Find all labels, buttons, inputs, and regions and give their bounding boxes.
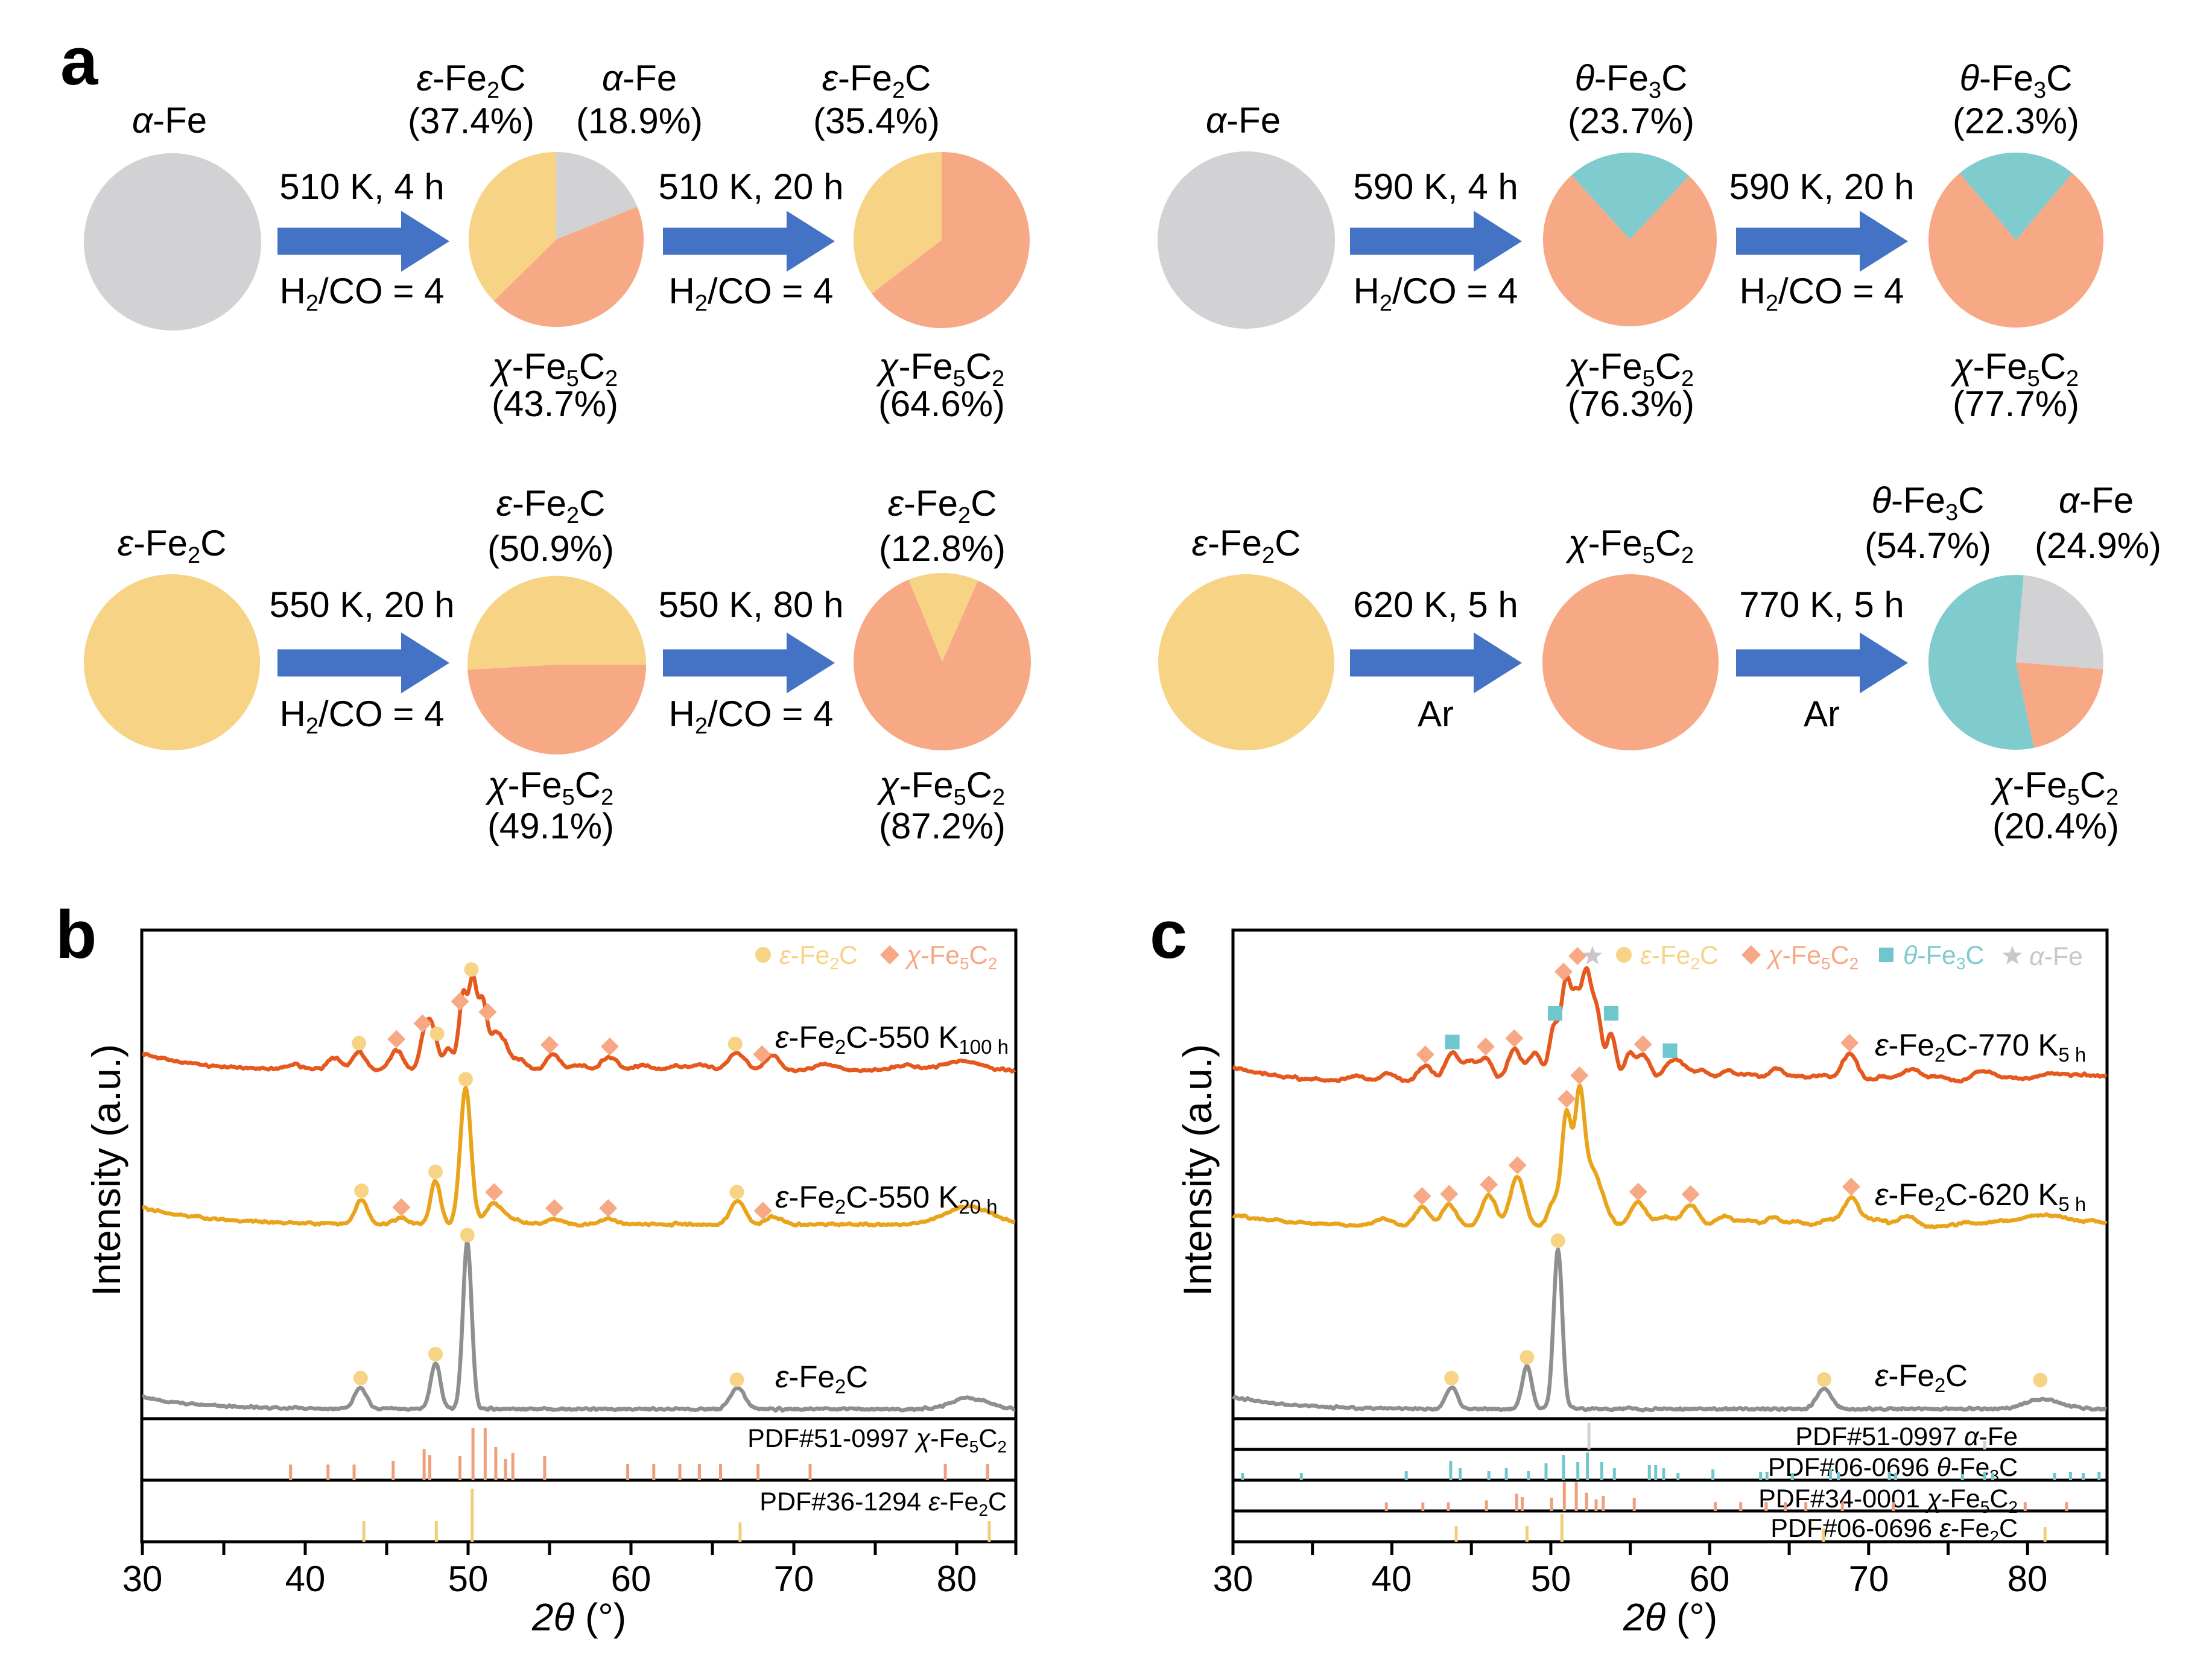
svg-text:70: 70 bbox=[774, 1559, 814, 1599]
svg-text:H2/CO = 4: H2/CO = 4 bbox=[280, 694, 445, 739]
svg-text:c: c bbox=[1150, 897, 1187, 972]
svg-text:80: 80 bbox=[2008, 1559, 2048, 1599]
svg-text:(24.9%): (24.9%) bbox=[2035, 525, 2161, 566]
svg-text:PDF#36-1294 ε-Fe2C: PDF#36-1294 ε-Fe2C bbox=[759, 1487, 1007, 1519]
svg-text:H2/CO = 4: H2/CO = 4 bbox=[280, 271, 445, 316]
svg-text:ε-Fe2C: ε-Fe2C bbox=[822, 58, 931, 103]
svg-text:ε-Fe2C: ε-Fe2C bbox=[779, 941, 858, 973]
svg-text:PDF#06-0696 θ-Fe3C: PDF#06-0696 θ-Fe3C bbox=[1768, 1453, 2018, 1485]
svg-text:ε-Fe2C: ε-Fe2C bbox=[417, 58, 526, 103]
svg-text:H2/CO = 4: H2/CO = 4 bbox=[1740, 271, 1904, 316]
svg-text:ε-Fe2C-770 K5 h: ε-Fe2C-770 K5 h bbox=[1875, 1028, 2086, 1066]
svg-text:θ-Fe3C: θ-Fe3C bbox=[1959, 58, 2072, 103]
svg-text:χ-Fe5C2: χ-Fe5C2 bbox=[485, 765, 613, 810]
svg-text:(20.4%): (20.4%) bbox=[1992, 806, 2119, 846]
svg-text:χ-Fe5C2: χ-Fe5C2 bbox=[1766, 941, 1859, 973]
svg-text:70: 70 bbox=[1849, 1559, 1889, 1599]
svg-text:40: 40 bbox=[1372, 1559, 1412, 1599]
svg-text:α-Fe: α-Fe bbox=[1206, 100, 1281, 141]
svg-text:χ-Fe5C2: χ-Fe5C2 bbox=[1950, 346, 2079, 391]
svg-text:Ar: Ar bbox=[1418, 694, 1454, 734]
svg-text:550 K, 20 h: 550 K, 20 h bbox=[270, 584, 455, 625]
svg-text:θ-Fe3C: θ-Fe3C bbox=[1574, 58, 1687, 103]
svg-text:χ-Fe5C2: χ-Fe5C2 bbox=[1990, 765, 2119, 810]
svg-text:(77.7%): (77.7%) bbox=[1953, 384, 2079, 424]
svg-text:PDF#51-0997 χ-Fe5C2: PDF#51-0997 χ-Fe5C2 bbox=[747, 1424, 1007, 1456]
svg-text:ε-Fe2C: ε-Fe2C bbox=[1875, 1358, 1968, 1396]
svg-text:χ-Fe5C2: χ-Fe5C2 bbox=[876, 346, 1004, 391]
svg-text:H2/CO = 4: H2/CO = 4 bbox=[669, 271, 834, 316]
svg-text:ε-Fe2C-550 K100 h: ε-Fe2C-550 K100 h bbox=[775, 1020, 1009, 1058]
svg-text:60: 60 bbox=[611, 1559, 651, 1599]
svg-text:(87.2%): (87.2%) bbox=[879, 806, 1006, 846]
svg-text:ε-Fe2C-620 K5 h: ε-Fe2C-620 K5 h bbox=[1875, 1177, 2086, 1215]
svg-text:510 K, 20 h: 510 K, 20 h bbox=[659, 166, 844, 207]
svg-text:α-Fe: α-Fe bbox=[602, 58, 677, 98]
svg-text:550 K, 80 h: 550 K, 80 h bbox=[659, 584, 844, 625]
svg-text:H2/CO = 4: H2/CO = 4 bbox=[1354, 271, 1518, 316]
svg-text:30: 30 bbox=[122, 1559, 163, 1599]
svg-text:ε-Fe2C-550 K20 h: ε-Fe2C-550 K20 h bbox=[775, 1180, 998, 1218]
svg-text:PDF#51-0997 α-Fe: PDF#51-0997 α-Fe bbox=[1795, 1422, 2018, 1451]
svg-text:(76.3%): (76.3%) bbox=[1568, 384, 1694, 424]
svg-text:30: 30 bbox=[1213, 1559, 1253, 1599]
svg-text:ε-Fe2C: ε-Fe2C bbox=[888, 483, 997, 528]
svg-text:510 K, 4 h: 510 K, 4 h bbox=[279, 166, 445, 207]
svg-text:ε-Fe2C: ε-Fe2C bbox=[1192, 523, 1301, 568]
svg-text:(23.7%): (23.7%) bbox=[1568, 101, 1694, 141]
svg-text:Intensity (a.u.): Intensity (a.u.) bbox=[1175, 1044, 1220, 1296]
svg-text:ε-Fe2C: ε-Fe2C bbox=[775, 1360, 868, 1398]
svg-text:60: 60 bbox=[1690, 1559, 1730, 1599]
svg-text:770 K, 5 h: 770 K, 5 h bbox=[1739, 584, 1904, 625]
svg-text:(12.8%): (12.8%) bbox=[879, 528, 1006, 569]
svg-text:2θ (°): 2θ (°) bbox=[531, 1595, 626, 1639]
svg-text:χ-Fe5C2: χ-Fe5C2 bbox=[1565, 346, 1694, 391]
svg-text:b: b bbox=[55, 897, 97, 972]
svg-text:50: 50 bbox=[448, 1559, 489, 1599]
svg-text:2θ (°): 2θ (°) bbox=[1623, 1595, 1717, 1639]
svg-text:(54.7%): (54.7%) bbox=[1865, 525, 1991, 566]
svg-text:Ar: Ar bbox=[1804, 694, 1840, 734]
svg-text:χ-Fe5C2: χ-Fe5C2 bbox=[876, 765, 1005, 810]
svg-text:Intensity (a.u.): Intensity (a.u.) bbox=[84, 1044, 128, 1296]
svg-text:(50.9%): (50.9%) bbox=[487, 528, 614, 569]
svg-text:χ-Fe5C2: χ-Fe5C2 bbox=[1565, 523, 1694, 568]
svg-text:(35.4%): (35.4%) bbox=[813, 101, 940, 141]
svg-text:590 K, 20 h: 590 K, 20 h bbox=[1729, 166, 1915, 207]
svg-text:α-Fe: α-Fe bbox=[2059, 480, 2134, 521]
svg-text:40: 40 bbox=[285, 1559, 326, 1599]
svg-text:(22.3%): (22.3%) bbox=[1953, 101, 2079, 141]
svg-text:ε-Fe2C: ε-Fe2C bbox=[496, 483, 606, 528]
svg-text:PDF#06-0696 ε-Fe2C: PDF#06-0696 ε-Fe2C bbox=[1770, 1514, 2018, 1546]
svg-text:H2/CO = 4: H2/CO = 4 bbox=[669, 694, 834, 739]
svg-text:θ-Fe3C: θ-Fe3C bbox=[1871, 480, 1984, 525]
svg-text:(18.9%): (18.9%) bbox=[576, 101, 703, 141]
svg-text:α-Fe: α-Fe bbox=[132, 100, 207, 141]
svg-text:(64.6%): (64.6%) bbox=[878, 384, 1005, 424]
svg-text:θ-Fe3C: θ-Fe3C bbox=[1903, 941, 1984, 973]
svg-text:PDF#34-0001 χ-Fe5C2: PDF#34-0001 χ-Fe5C2 bbox=[1758, 1484, 2018, 1516]
svg-text:α-Fe: α-Fe bbox=[2029, 942, 2083, 971]
svg-text:χ-Fe5C2: χ-Fe5C2 bbox=[904, 941, 997, 973]
svg-text:(49.1%): (49.1%) bbox=[487, 806, 614, 846]
svg-text:(43.7%): (43.7%) bbox=[492, 384, 618, 424]
svg-text:(37.4%): (37.4%) bbox=[408, 101, 534, 141]
svg-text:a: a bbox=[60, 24, 98, 99]
svg-text:80: 80 bbox=[937, 1559, 977, 1599]
svg-text:ε-Fe2C: ε-Fe2C bbox=[118, 523, 227, 568]
svg-text:590 K, 4 h: 590 K, 4 h bbox=[1353, 166, 1518, 207]
svg-text:χ-Fe5C2: χ-Fe5C2 bbox=[489, 346, 618, 391]
svg-text:620 K, 5 h: 620 K, 5 h bbox=[1353, 584, 1518, 625]
svg-text:50: 50 bbox=[1531, 1559, 1571, 1599]
svg-text:ε-Fe2C: ε-Fe2C bbox=[1640, 941, 1719, 973]
